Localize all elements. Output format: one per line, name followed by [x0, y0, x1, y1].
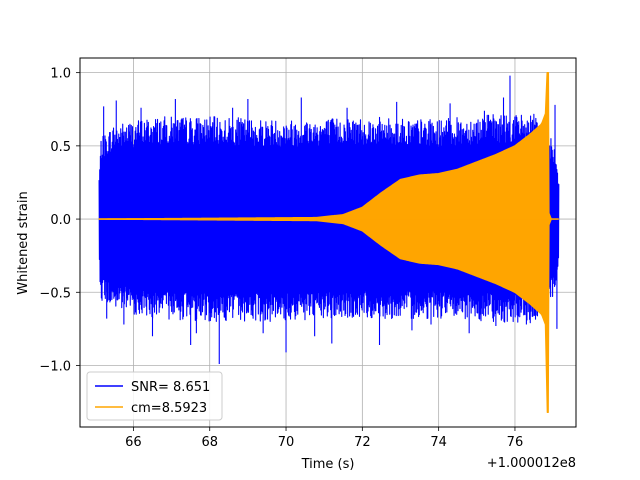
plot-frame [79, 57, 577, 428]
series-layer [98, 71, 560, 414]
y-axis-label: Whitened strain [16, 191, 31, 294]
x-tick-label: 72 [354, 435, 371, 450]
legend: SNR= 8.651 cm=8.5923 [86, 371, 223, 421]
x-axis: 66 68 70 72 74 76 [125, 427, 523, 450]
x-offset-label: +1.000012e8 [487, 456, 576, 471]
y-tick-label: −1.0 [39, 360, 71, 375]
y-tick-label: 0.5 [50, 140, 71, 155]
legend-box [86, 371, 223, 421]
x-tick-label: 66 [125, 435, 142, 450]
y-tick-label: 1.0 [50, 67, 71, 82]
x-axis-label: Time (s) [301, 457, 355, 472]
y-tick-label: 0.0 [50, 213, 71, 228]
series-snr-line [98, 75, 560, 365]
legend-label-snr: SNR= 8.651 [131, 380, 210, 395]
x-tick-label: 76 [507, 435, 524, 450]
x-tick-label: 70 [278, 435, 295, 450]
x-tick-label: 68 [201, 435, 218, 450]
plot-area [79, 57, 577, 428]
legend-label-cm: cm=8.5923 [131, 401, 207, 416]
y-tick-label: −0.5 [39, 286, 71, 301]
x-tick-label: 74 [430, 435, 447, 450]
y-axis: 1.0 0.5 0.0 −0.5 −1.0 [39, 67, 80, 375]
